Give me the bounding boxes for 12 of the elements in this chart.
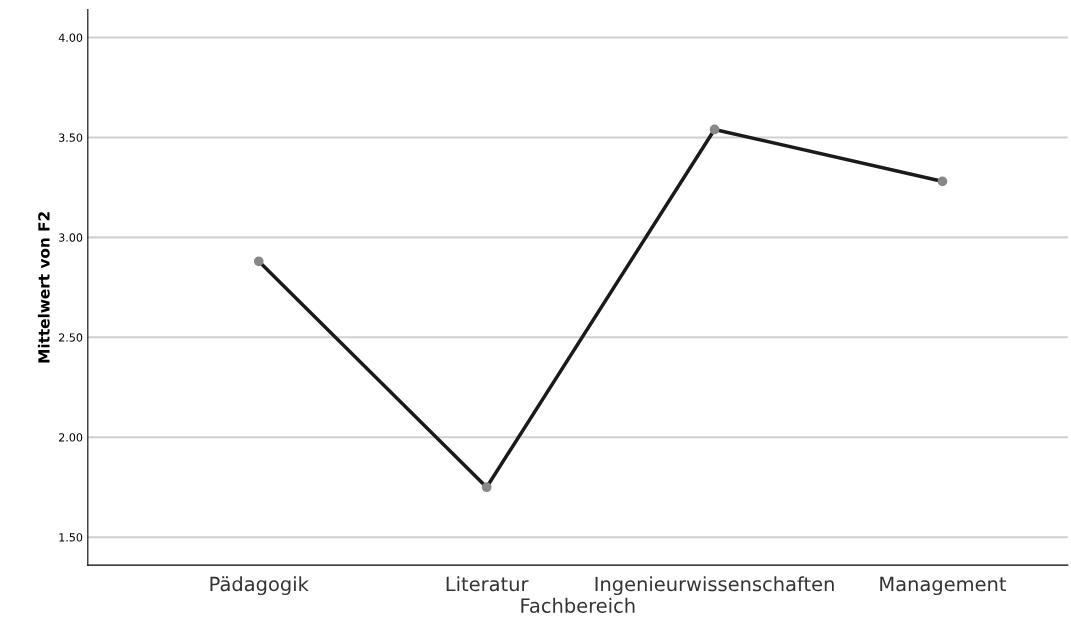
y-tick-label: 3.50: [59, 133, 83, 142]
x-axis-title: Fachbereich: [521, 597, 635, 613]
y-axis-title: Mittelwert von F2: [37, 212, 50, 363]
x-tick-label: Pädagogik: [210, 576, 309, 596]
x-tick-label: Literatur: [446, 576, 529, 592]
y-tick-label: 2.50: [59, 333, 83, 342]
y-tick-label: 4.00: [58, 33, 83, 42]
x-tick-label: Management: [880, 576, 1007, 596]
y-tick-label: 2.00: [59, 433, 83, 442]
y-tick-label: 3.00: [59, 233, 83, 242]
y-tick-label: 1.50: [59, 533, 83, 542]
x-tick-label: Ingenieurwissenschaften: [595, 576, 834, 596]
